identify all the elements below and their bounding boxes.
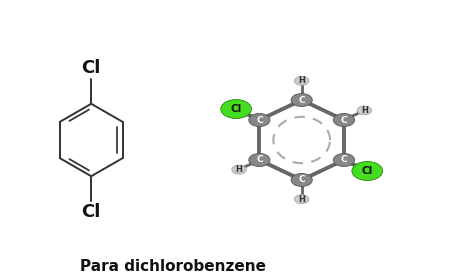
- Text: C: C: [298, 176, 305, 185]
- Circle shape: [357, 106, 371, 115]
- Circle shape: [352, 162, 383, 180]
- Text: H: H: [298, 76, 305, 85]
- Text: C: C: [256, 155, 263, 164]
- Circle shape: [291, 94, 312, 107]
- Text: C: C: [340, 116, 347, 125]
- Text: Cl: Cl: [362, 166, 373, 176]
- Text: H: H: [236, 165, 242, 174]
- Text: H: H: [298, 195, 305, 204]
- Text: C: C: [256, 116, 263, 125]
- Text: Cl: Cl: [231, 104, 242, 114]
- Text: C: C: [340, 155, 347, 164]
- Circle shape: [291, 173, 312, 186]
- Text: Cl: Cl: [82, 203, 101, 221]
- Circle shape: [249, 113, 270, 127]
- Text: Cl: Cl: [82, 59, 101, 77]
- Text: H: H: [361, 106, 368, 115]
- Circle shape: [295, 76, 309, 85]
- Circle shape: [249, 153, 270, 167]
- Circle shape: [333, 113, 355, 127]
- Text: Para dichlorobenzene: Para dichlorobenzene: [80, 259, 266, 274]
- Text: C: C: [298, 95, 305, 104]
- Circle shape: [295, 195, 309, 204]
- Circle shape: [333, 153, 355, 167]
- Circle shape: [221, 100, 252, 118]
- Circle shape: [232, 165, 247, 174]
